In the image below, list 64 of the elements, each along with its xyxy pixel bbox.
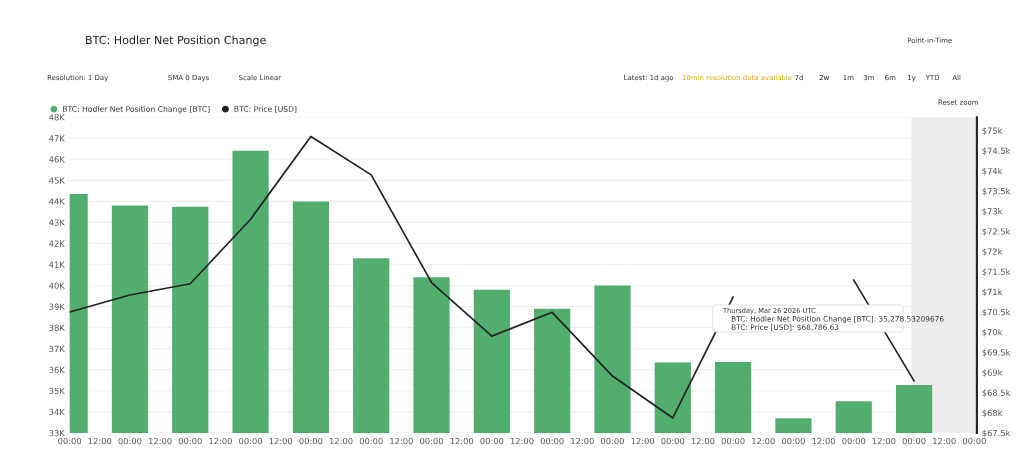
y2-tick-label: $74k [982, 167, 1003, 176]
y-tick-label: 46K [49, 156, 65, 163]
x-tick-label: 12:00 [812, 437, 836, 445]
y-tick-label: 35K [49, 387, 65, 395]
y-tick-label: 34K [49, 408, 65, 416]
x-tick-label: 00:00 [721, 437, 745, 445]
y2-tick-label: $68.5k [982, 389, 1011, 397]
y2-tick-label: $73k [982, 207, 1003, 216]
y2-tick-label: $70.5k [982, 308, 1011, 317]
x-tick-label: 12:00 [872, 437, 896, 445]
x-tick-label: 00:00 [661, 437, 685, 445]
y-tick-label: 45K [49, 177, 65, 184]
x-tick-label: 00:00 [299, 437, 323, 445]
y2-tick-label: $69k [982, 369, 1003, 377]
x-tick-label: 00:00 [420, 437, 443, 445]
y-tick-label: 43K [49, 219, 65, 226]
y-tick-label: 38K [49, 324, 65, 331]
x-tick-label: 00:00 [902, 437, 926, 445]
y-tick-label: 48K [49, 114, 65, 121]
x-tick-label: 00:00 [239, 437, 263, 445]
y-tick-label: 42K [49, 240, 65, 247]
x-tick-label: 12:00 [88, 437, 112, 445]
x-tick-label: 00:00 [480, 437, 504, 445]
x-tick-label: 00:00 [178, 437, 202, 445]
y-tick-label: 33K [49, 429, 65, 437]
y-tick-label: 40K [49, 282, 65, 289]
x-tick-label: 00:00 [842, 437, 866, 445]
x-tick-label: 12:00 [691, 437, 715, 445]
y2-tick-label: $71.5k [982, 268, 1011, 277]
x-tick-label: 00:00 [601, 437, 624, 445]
y-tick-label: 36K [49, 366, 65, 374]
x-tick-label: 00:00 [962, 437, 986, 445]
y2-tick-label: $74.5k [982, 147, 1011, 156]
x-tick-label: 00:00 [540, 437, 564, 445]
x-tick-label: 12:00 [933, 437, 956, 445]
y2-tick-label: $68k [982, 409, 1003, 418]
x-tick-label: 12:00 [329, 437, 353, 445]
x-tick-label: 12:00 [510, 437, 534, 445]
y2-tick-label: $71k [982, 288, 1003, 297]
x-tick-label: 12:00 [209, 437, 232, 445]
y-tick-label: 39K [49, 303, 65, 310]
y-tick-label: 47K [49, 135, 65, 142]
x-tick-label: 12:00 [390, 437, 413, 445]
y2-tick-label: $72k [982, 248, 1003, 256]
x-tick-label: 12:00 [149, 437, 172, 445]
y2-tick-label: $73.5k [982, 187, 1011, 196]
x-tick-label: 00:00 [118, 437, 142, 445]
x-tick-label: 12:00 [571, 437, 594, 445]
x-tick-label: 00:00 [781, 437, 805, 445]
x-tick-label: 12:00 [631, 437, 655, 445]
x-tick-label: 12:00 [269, 437, 293, 445]
chart-title: BTC: Hodler Net Position Change [86, 35, 266, 47]
y2-tick-label: $70k [982, 328, 1003, 337]
y2-tick-label: $72.5k [982, 228, 1011, 236]
x-tick-label: 12:00 [450, 437, 474, 445]
y-tick-label: 37K [49, 345, 65, 352]
x-tick-label: 00:00 [359, 437, 383, 445]
y2-tick-label: $69.5k [982, 349, 1011, 357]
x-tick-label: 00:00 [58, 437, 82, 445]
y2-tick-label: $75k [982, 127, 1003, 135]
y-tick-label: 44K [49, 198, 65, 205]
x-tick-label: 12:00 [752, 437, 775, 445]
y-tick-label: 41K [49, 261, 65, 268]
y2-tick-label: $67.5k [982, 429, 1011, 438]
